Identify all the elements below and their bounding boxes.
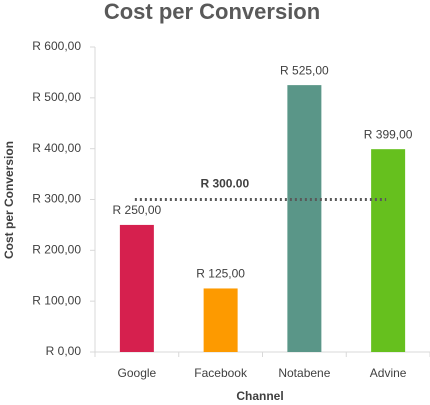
y-tick-label: R 100,00 bbox=[32, 293, 81, 307]
value-label: R 399,00 bbox=[364, 127, 413, 141]
y-axis-title: Cost per Conversion bbox=[2, 141, 16, 259]
bar bbox=[371, 149, 406, 352]
value-label: R 250,00 bbox=[113, 203, 162, 217]
value-label: R 125,00 bbox=[196, 267, 245, 281]
y-tick-label: R 500,00 bbox=[32, 90, 81, 104]
y-tick-label: R 300,00 bbox=[32, 192, 81, 206]
y-tick-label: R 0,00 bbox=[46, 344, 82, 358]
bar bbox=[287, 85, 322, 352]
chart-title: Cost per Conversion bbox=[104, 0, 320, 24]
x-tick-label: Advine bbox=[370, 366, 407, 380]
bar bbox=[203, 288, 238, 352]
x-axis-title: Channel bbox=[236, 389, 283, 403]
bar bbox=[119, 224, 154, 352]
x-tick-label: Notabene bbox=[278, 366, 330, 380]
reference-label: R 300.00 bbox=[200, 177, 249, 191]
y-tick-label: R 200,00 bbox=[32, 243, 81, 257]
x-tick-label: Google bbox=[118, 366, 157, 380]
x-tick-label: Facebook bbox=[194, 366, 248, 380]
y-tick-label: R 400,00 bbox=[32, 141, 81, 155]
value-label: R 525,00 bbox=[280, 63, 329, 77]
y-tick-label: R 600,00 bbox=[32, 39, 81, 53]
